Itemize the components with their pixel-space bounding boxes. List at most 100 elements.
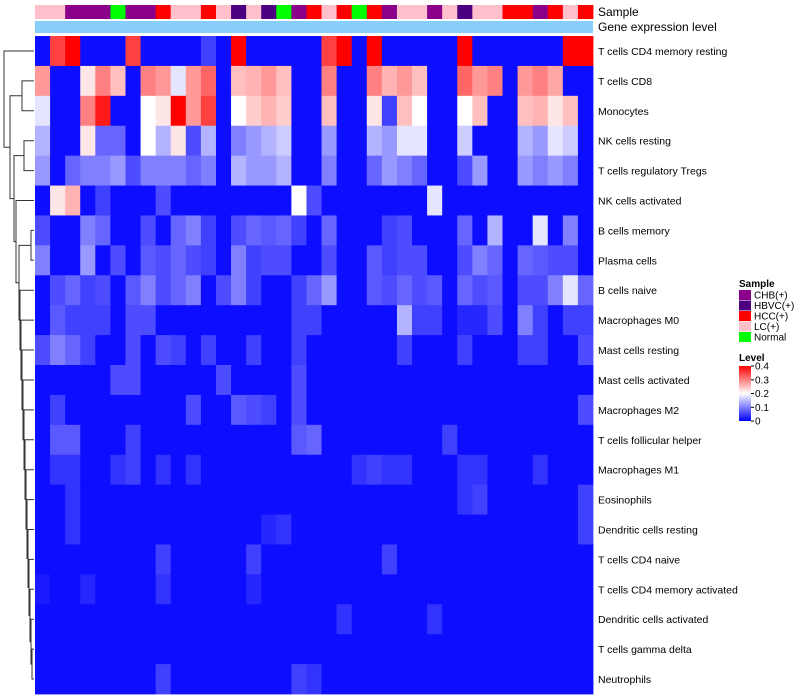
heatmap-cell: [517, 514, 534, 545]
heatmap-cell: [381, 394, 398, 426]
heatmap-cell: [80, 155, 96, 186]
heatmap-cell: [110, 574, 126, 605]
heatmap-cell: [261, 604, 277, 635]
heatmap-cell: [381, 365, 398, 396]
heatmap-cell: [351, 185, 368, 216]
heatmap-cell: [442, 125, 458, 157]
row-label: Macrophages M2: [598, 405, 679, 417]
heatmap-cell: [381, 36, 398, 67]
heatmap-cell: [472, 424, 488, 456]
heatmap-cell: [231, 125, 247, 157]
heatmap-cell: [381, 65, 398, 97]
heatmap-cell: [321, 185, 338, 216]
heatmap-cell: [517, 275, 534, 306]
heatmap-cell: [472, 305, 488, 336]
heatmap-cell: [306, 155, 322, 186]
heatmap-cell: [321, 305, 338, 336]
heatmap-cell: [366, 36, 383, 67]
heatmap-cell: [547, 365, 564, 396]
heatmap-cell: [125, 484, 141, 515]
sample-annotation-cell: [231, 5, 247, 19]
heatmap-cell: [487, 394, 503, 426]
heatmap-cell: [125, 215, 141, 246]
heatmap-cell: [215, 125, 232, 157]
heatmap-cell: [487, 335, 503, 366]
heatmap-cell: [110, 394, 126, 426]
heatmap-cell: [170, 65, 187, 97]
heatmap-cell: [306, 664, 322, 695]
sample-annotation-cell: [50, 5, 66, 19]
heatmap-cell: [517, 454, 534, 486]
heatmap-cell: [246, 634, 262, 665]
heatmap-cell: [170, 125, 187, 157]
heatmap-cell: [291, 305, 307, 336]
heatmap-cell: [306, 275, 322, 306]
heatmap-cell: [487, 574, 503, 605]
heatmap-cell: [321, 365, 338, 396]
heatmap-cell: [35, 454, 51, 486]
heatmap-cell: [532, 185, 549, 216]
heatmap-cell: [261, 155, 277, 186]
heatmap-cells: [35, 36, 594, 695]
heatmap-cell: [562, 95, 579, 127]
heatmap-cell: [412, 95, 428, 127]
heatmap-cell: [547, 574, 564, 605]
heatmap-cell: [200, 424, 217, 456]
heatmap-cell: [562, 424, 579, 456]
heatmap-cell: [231, 275, 247, 306]
heatmap-cell: [246, 454, 262, 486]
heatmap-cell: [291, 454, 307, 486]
heatmap-cell: [396, 664, 413, 695]
heatmap-cell: [547, 185, 564, 216]
heatmap-cell: [215, 95, 232, 127]
heatmap-cell: [351, 514, 368, 545]
heatmap-cell: [200, 484, 217, 515]
heatmap-cell: [170, 514, 187, 545]
heatmap-cell: [50, 245, 66, 276]
heatmap-cell: [487, 36, 503, 67]
heatmap-cell: [35, 664, 51, 695]
heatmap-cell: [170, 275, 187, 306]
heatmap-cell: [412, 424, 428, 456]
heatmap-cell: [366, 424, 383, 456]
heatmap-cell: [140, 454, 157, 486]
heatmap-cell: [381, 454, 398, 486]
heatmap-cell: [246, 604, 262, 635]
heatmap-cell: [246, 574, 262, 605]
heatmap-cell: [336, 155, 353, 186]
sample-annotation-cell: [532, 5, 549, 19]
heatmap-cell: [532, 484, 549, 515]
heatmap-cell: [577, 604, 594, 635]
heatmap-cell: [125, 65, 141, 97]
heatmap-cell: [261, 95, 277, 127]
heatmap-cell: [472, 155, 488, 186]
heatmap-cell: [547, 95, 564, 127]
heatmap-cell: [80, 215, 96, 246]
heatmap-cell: [35, 484, 51, 515]
heatmap-cell: [276, 95, 292, 127]
heatmap-cell: [306, 36, 322, 67]
heatmap-cell: [427, 424, 443, 456]
heatmap-cell: [442, 185, 458, 216]
heatmap-cell: [487, 424, 503, 456]
heatmap-cell: [457, 155, 473, 186]
heatmap-cell: [366, 544, 383, 575]
heatmap-cell: [246, 65, 262, 97]
heatmap-cell: [562, 664, 579, 695]
heatmap-cell: [261, 574, 277, 605]
heatmap-cell: [577, 335, 594, 366]
heatmap-cell: [381, 574, 398, 605]
heatmap-cell: [231, 454, 247, 486]
heatmap-cell: [306, 574, 322, 605]
heatmap-cell: [110, 245, 126, 276]
heatmap-cell: [547, 394, 564, 426]
heatmap-cell: [125, 604, 141, 635]
sample-annotation-cell: [261, 5, 277, 19]
row-label: Monocytes: [598, 106, 649, 118]
heatmap-cell: [170, 245, 187, 276]
heatmap-cell: [487, 275, 503, 306]
heatmap-cell: [35, 335, 51, 366]
sample-annotation-cell: [321, 5, 338, 19]
heatmap-cell: [155, 245, 172, 276]
heatmap-cell: [472, 664, 488, 695]
